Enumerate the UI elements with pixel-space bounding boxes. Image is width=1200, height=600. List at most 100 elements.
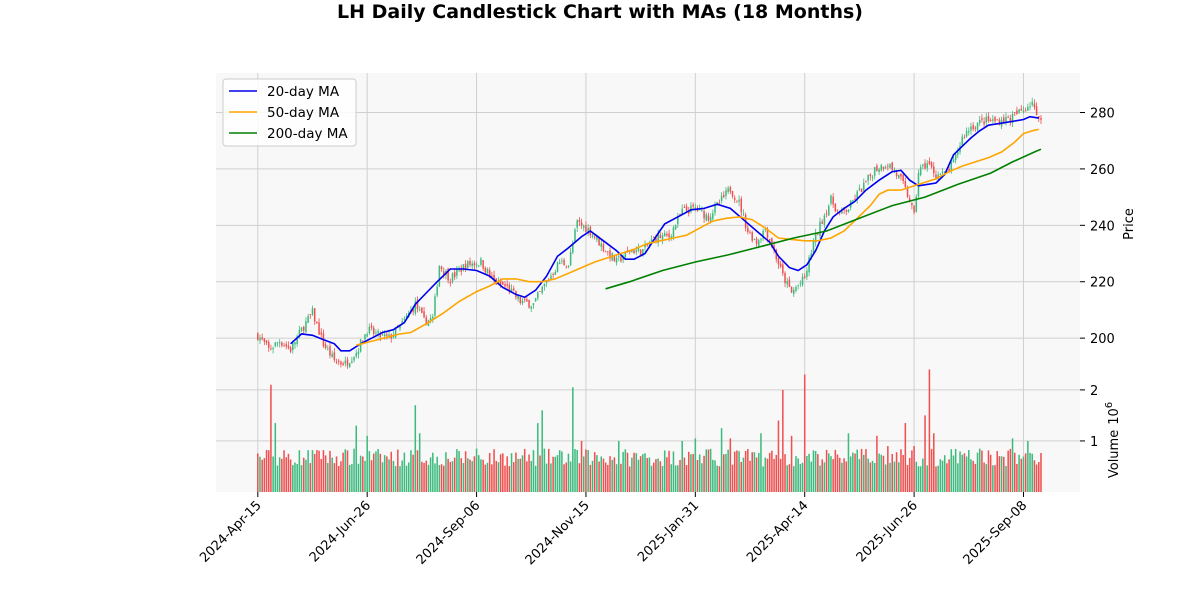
candle-body <box>458 269 460 271</box>
volume-bar <box>965 456 968 492</box>
candle-body <box>738 199 740 202</box>
candle-body <box>370 325 373 328</box>
candle-body <box>521 300 524 304</box>
candle-body <box>412 308 414 312</box>
candle-body <box>1009 118 1012 122</box>
volume-bar <box>499 454 502 492</box>
candle-body <box>981 118 983 120</box>
candle-body <box>561 260 563 262</box>
volume-exponent-base: 10 <box>1107 408 1122 425</box>
volume-bar <box>992 465 994 492</box>
volume-bar <box>679 459 681 492</box>
ma50-line <box>356 128 1039 346</box>
candle-body <box>908 198 911 202</box>
volume-bar <box>552 456 554 492</box>
volume-bar <box>1029 452 1031 492</box>
volume-bar <box>687 451 690 492</box>
candle-body <box>613 254 616 262</box>
volume-bar <box>523 448 526 492</box>
volume-bar <box>858 459 861 492</box>
volume-bar <box>283 450 285 492</box>
candle-body <box>1038 116 1040 119</box>
candle-body <box>913 205 915 213</box>
volume-bar <box>720 428 723 492</box>
volume-bar <box>311 450 314 492</box>
price-panel: 200 220 240 260 280 <box>216 73 1115 372</box>
volume-bar <box>591 460 594 492</box>
candle-body <box>887 165 889 167</box>
candle-body <box>442 271 445 275</box>
volume-bar <box>276 465 279 492</box>
volume-bar <box>867 458 869 492</box>
volume-bar <box>421 461 423 492</box>
candle-body <box>359 339 362 352</box>
candle-body <box>307 315 309 323</box>
candle-body <box>869 174 872 177</box>
candle-body <box>329 346 331 356</box>
volume-bar <box>267 450 270 492</box>
volume-bar <box>333 463 336 492</box>
volume-bar <box>917 466 920 492</box>
volume-bar <box>362 456 364 492</box>
volume-bar <box>480 459 482 492</box>
volume-bar <box>602 458 605 492</box>
volume-bar <box>906 465 909 492</box>
candle-body <box>456 269 458 276</box>
candle-body <box>758 240 760 247</box>
volume-bar <box>795 456 797 492</box>
candle-body <box>740 198 743 213</box>
candle-body <box>690 205 692 212</box>
volume-bar <box>622 451 624 492</box>
candle-body <box>1024 110 1027 112</box>
candle-body <box>1031 101 1033 105</box>
candle-body <box>563 259 565 266</box>
candle-body <box>836 209 839 211</box>
volume-bar <box>768 452 771 492</box>
volume-bar <box>368 451 371 492</box>
candle-body <box>591 234 594 237</box>
volume-bar <box>974 463 977 492</box>
volume-bar <box>987 450 990 492</box>
volume-bar <box>1022 456 1025 492</box>
volume-bar <box>707 449 710 492</box>
volume-bar <box>891 453 893 492</box>
candle-body <box>968 131 970 133</box>
candle-body <box>386 334 388 336</box>
candle-body <box>659 234 662 239</box>
candle-body <box>512 288 515 291</box>
volume-bar <box>1018 454 1020 492</box>
candle-body <box>965 130 968 137</box>
candle-body <box>473 263 476 266</box>
candle-body <box>519 297 522 304</box>
volume-bar <box>698 454 701 492</box>
volume-bar <box>449 462 452 492</box>
volume-bar <box>628 466 631 492</box>
candle-body <box>305 321 307 332</box>
candle-body <box>453 271 456 278</box>
volume-bar <box>978 448 981 492</box>
volume-bar <box>274 423 277 492</box>
candle-body <box>351 361 353 363</box>
candle-body <box>545 280 548 283</box>
candle-body <box>652 237 655 238</box>
volume-bar <box>876 435 878 492</box>
candle-body <box>447 268 449 281</box>
candle-body <box>565 267 568 269</box>
volume-bar <box>847 433 850 492</box>
volume-bar <box>1035 464 1038 492</box>
volume-bar <box>703 455 705 492</box>
volume-bar <box>359 455 362 492</box>
candle-body <box>992 119 994 121</box>
volume-bar <box>545 463 548 492</box>
candle-body <box>663 232 666 237</box>
volume-bar <box>287 453 290 492</box>
volume-bar <box>692 453 694 492</box>
volume-bar <box>766 458 769 492</box>
candle-body <box>957 151 959 155</box>
candle-body <box>998 119 1001 125</box>
candle-body <box>469 260 471 266</box>
volume-bar <box>497 462 500 492</box>
candle-body <box>749 232 751 234</box>
volume-bar <box>561 451 563 492</box>
